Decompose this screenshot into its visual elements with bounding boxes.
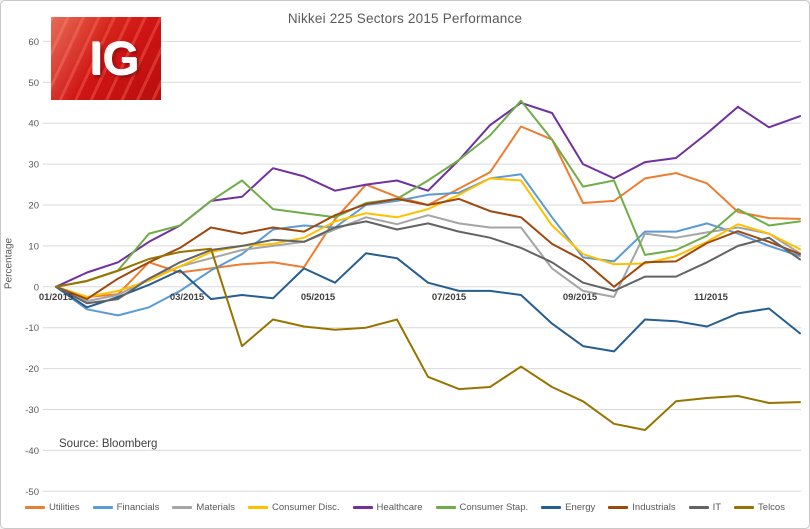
legend: Utilities Financials Materials Consumer Dis…: [1, 502, 809, 513]
series-line-consumer-stap: [55, 99, 801, 288]
series-line-industrials: [55, 197, 801, 301]
y-tick-label: -20: [25, 364, 39, 375]
legend-label: Telcos: [758, 502, 785, 513]
y-tick-label: -30: [25, 405, 39, 416]
y-tick-label: 10: [28, 241, 39, 252]
legend-item-financials: Financials: [92, 502, 160, 513]
legend-item-industrials: Industrials: [608, 502, 676, 513]
y-axis-title: Percentage: [3, 237, 15, 290]
y-tick-label: -10: [25, 323, 39, 334]
legend-label: Industrials: [632, 502, 676, 513]
legend-item-utilities: Utilities: [25, 502, 80, 513]
legend-item-consumer-disc: Consumer Disc.: [247, 502, 340, 513]
legend-item-materials: Materials: [172, 502, 235, 513]
series-line-consumer-disc: [55, 177, 801, 298]
series-line-telcos: [55, 247, 801, 431]
series-line-it: [55, 220, 801, 305]
x-tick-label: 11/2015: [694, 292, 729, 303]
series-line-energy: [55, 252, 801, 353]
x-tick-label: 03/2015: [170, 292, 205, 303]
legend-label: Consumer Stap.: [459, 502, 529, 513]
y-tick-label: 30: [28, 160, 39, 171]
y-tick-label: 20: [28, 201, 39, 212]
legend-swatch: [734, 506, 755, 509]
legend-label: IT: [712, 502, 722, 513]
legend-label: Healthcare: [376, 502, 423, 513]
legend-label: Utilities: [49, 502, 80, 513]
legend-label: Materials: [196, 502, 235, 513]
legend-item-telcos: Telcos: [734, 502, 785, 513]
legend-label: Consumer Disc.: [271, 502, 340, 513]
legend-swatch: [688, 506, 709, 509]
y-tick-label: -40: [25, 446, 39, 457]
legend-label: Financials: [116, 502, 160, 513]
y-tick-label: 0: [34, 282, 39, 293]
legend-swatch: [92, 506, 113, 509]
legend-swatch: [172, 506, 193, 509]
legend-swatch: [352, 506, 373, 509]
y-tick-label: 60: [28, 37, 39, 48]
series-line-financials: [55, 173, 801, 317]
x-tick-label: 09/2015: [563, 292, 598, 303]
ig-logo: IG: [51, 17, 161, 100]
legend-swatch: [25, 506, 46, 509]
y-tick-label: 50: [28, 78, 39, 89]
x-tick-label: 01/2015: [39, 292, 74, 303]
legend-swatch: [435, 506, 456, 509]
legend-swatch: [608, 506, 629, 509]
legend-item-energy: Energy: [541, 502, 595, 513]
source-note: Source: Bloomberg: [59, 438, 158, 450]
legend-label: Energy: [565, 502, 596, 513]
legend-item-consumer-stap: Consumer Stap.: [435, 502, 529, 513]
ig-logo-text: IG: [90, 32, 140, 85]
legend-item-healthcare: Healthcare: [352, 502, 423, 513]
x-tick-label: 07/2015: [432, 292, 467, 303]
legend-swatch: [247, 506, 268, 509]
y-tick-label: 40: [28, 119, 39, 130]
chart-title: Nikkei 225 Sectors 2015 Performance: [287, 11, 523, 26]
y-tick-label: -50: [25, 487, 39, 498]
legend-swatch: [541, 506, 562, 509]
x-tick-label: 05/2015: [301, 292, 336, 303]
legend-item-it: IT: [688, 502, 722, 513]
